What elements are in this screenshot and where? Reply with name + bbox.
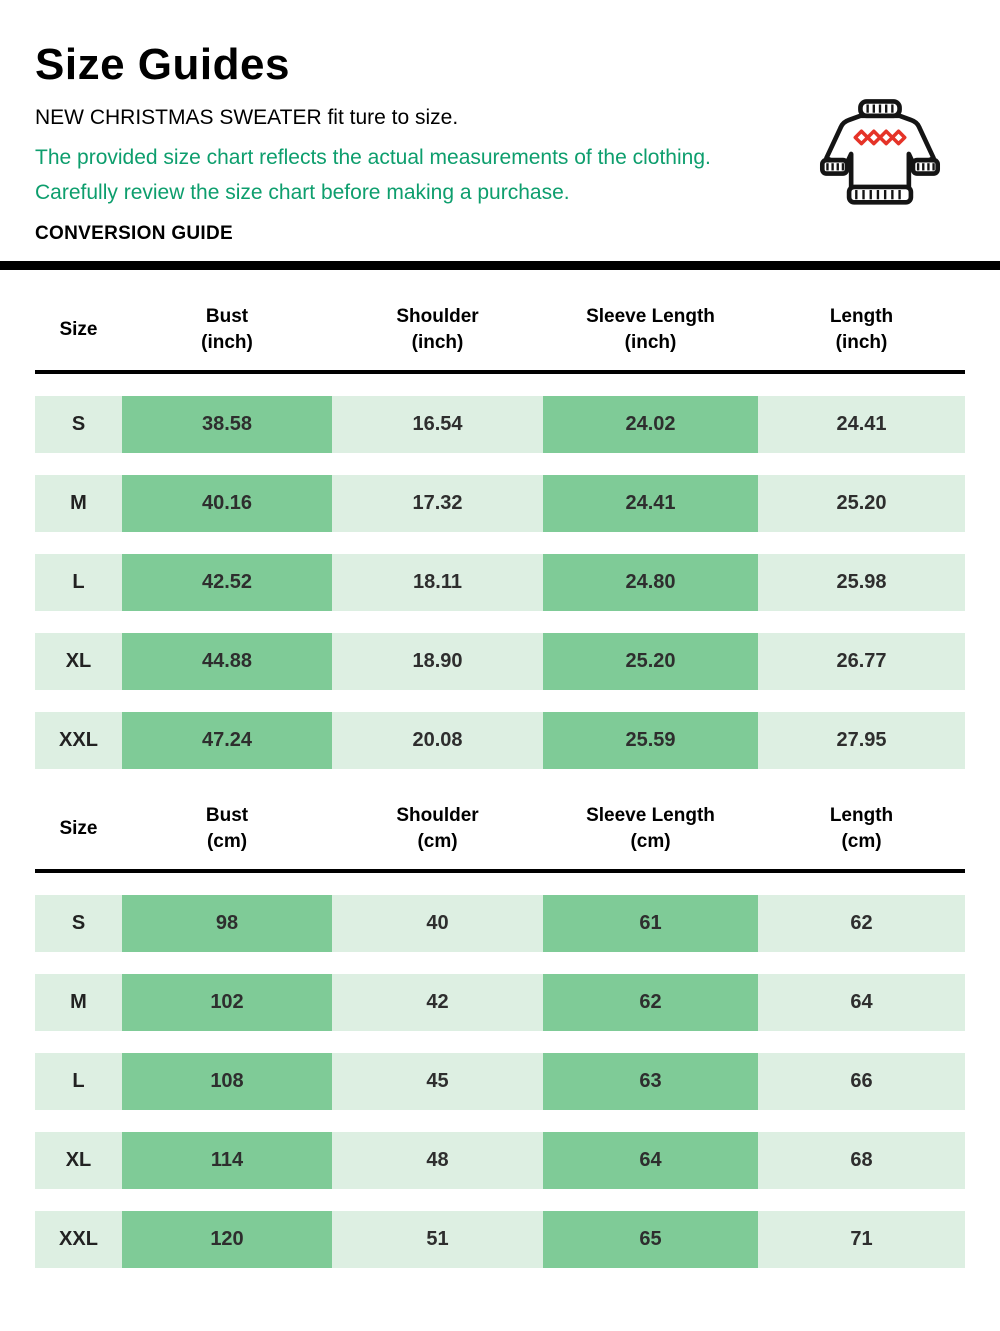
table-header-row: Size Bust (inch) Shoulder (inch) Sleeve … (35, 270, 965, 370)
bust-cell: 98 (122, 895, 332, 952)
length-cell: 62 (850, 912, 873, 934)
bust-cell: 102 (122, 974, 332, 1031)
length-cell: 24.41 (836, 413, 887, 435)
shoulder-cell: 16.54 (412, 413, 463, 435)
shoulder-cell: 18.11 (413, 571, 462, 593)
sleeve-length-cell: 63 (543, 1053, 758, 1110)
section-divider (0, 261, 1000, 270)
size-cell: XL (65, 1149, 92, 1171)
christmas-sweater-icon (819, 99, 941, 205)
shoulder-cell: 18.90 (412, 650, 463, 672)
size-cell: M (70, 492, 87, 514)
bust-cell: 108 (122, 1053, 332, 1110)
length-cell: 64 (850, 991, 873, 1013)
sleeve-length-cell: 62 (543, 974, 758, 1031)
header-divider (35, 370, 965, 374)
shoulder-cell: 40 (426, 912, 449, 934)
size-cell: L (72, 571, 85, 593)
page-title: Size Guides (35, 40, 290, 89)
sleeve-length-cell: 24.41 (543, 475, 758, 532)
table-header-row: Size Bust (cm) Shoulder (cm) Sleeve Leng… (35, 769, 965, 869)
table-row: L 108 45 63 66 (35, 1053, 965, 1110)
bust-cell: 120 (122, 1211, 332, 1268)
size-cell: XXL (59, 729, 98, 751)
shoulder-cell: 17.32 (412, 492, 463, 514)
sleeve-length-cell: 25.59 (543, 712, 758, 769)
bust-cell: 44.88 (122, 633, 332, 690)
column-header-size: Size (59, 319, 98, 340)
fit-subtitle: NEW CHRISTMAS SWEATER fit ture to size. (35, 106, 459, 129)
column-header-bust: Bust (inch) (201, 306, 253, 353)
length-cell: 26.77 (836, 650, 887, 672)
size-cell: XL (65, 650, 92, 672)
column-header-sleeve-length: Sleeve Length (inch) (586, 306, 715, 353)
bust-cell: 42.52 (122, 554, 332, 611)
table-row: XL 114 48 64 68 (35, 1132, 965, 1189)
size-cell: L (72, 1070, 85, 1092)
column-header-shoulder: Shoulder (inch) (396, 306, 479, 353)
size-table-inch: Size Bust (inch) Shoulder (inch) Sleeve … (35, 270, 965, 769)
shoulder-cell: 51 (426, 1228, 449, 1250)
table-row: S 98 40 61 62 (35, 895, 965, 952)
length-cell: 68 (850, 1149, 873, 1171)
sleeve-length-cell: 24.02 (543, 396, 758, 453)
shoulder-cell: 48 (426, 1149, 449, 1171)
shoulder-cell: 42 (426, 991, 449, 1013)
bust-cell: 47.24 (122, 712, 332, 769)
table-row: XXL 120 51 65 71 (35, 1211, 965, 1268)
table-row: XXL 47.24 20.08 25.59 27.95 (35, 712, 965, 769)
column-header-length: Length (inch) (829, 306, 894, 353)
column-header-length: Length (cm) (829, 805, 894, 852)
shoulder-cell: 45 (426, 1070, 449, 1092)
page-header: Size Guides NEW CHRISTMAS SWEATER fit tu… (0, 0, 1000, 245)
length-cell: 71 (850, 1228, 873, 1250)
header-divider (35, 869, 965, 873)
table-row: XL 44.88 18.90 25.20 26.77 (35, 633, 965, 690)
bust-cell: 114 (122, 1132, 332, 1189)
column-header-size: Size (59, 818, 98, 839)
sleeve-length-cell: 64 (543, 1132, 758, 1189)
length-cell: 27.95 (836, 729, 887, 751)
size-chart-note: The provided size chart reflects the act… (35, 146, 711, 204)
bust-cell: 38.58 (122, 396, 332, 453)
size-cell: XXL (59, 1228, 98, 1250)
length-cell: 66 (850, 1070, 873, 1092)
size-table-cm: Size Bust (cm) Shoulder (cm) Sleeve Leng… (35, 769, 965, 1268)
column-header-shoulder: Shoulder (cm) (396, 805, 479, 852)
size-cell: S (71, 912, 86, 934)
length-cell: 25.98 (836, 571, 887, 593)
size-cell: M (70, 991, 87, 1013)
sleeve-length-cell: 25.20 (543, 633, 758, 690)
column-header-sleeve-length: Sleeve Length (cm) (586, 805, 715, 852)
table-row: M 40.16 17.32 24.41 25.20 (35, 475, 965, 532)
table-row: M 102 42 62 64 (35, 974, 965, 1031)
length-cell: 25.20 (836, 492, 887, 514)
table-row: S 38.58 16.54 24.02 24.41 (35, 396, 965, 453)
sleeve-length-cell: 61 (543, 895, 758, 952)
sleeve-length-cell: 24.80 (543, 554, 758, 611)
shoulder-cell: 20.08 (412, 729, 463, 751)
conversion-guide-label: CONVERSION GUIDE (35, 223, 233, 244)
bust-cell: 40.16 (122, 475, 332, 532)
table-row: L 42.52 18.11 24.80 25.98 (35, 554, 965, 611)
column-header-bust: Bust (cm) (205, 805, 249, 852)
sleeve-length-cell: 65 (543, 1211, 758, 1268)
size-cell: S (71, 413, 86, 435)
